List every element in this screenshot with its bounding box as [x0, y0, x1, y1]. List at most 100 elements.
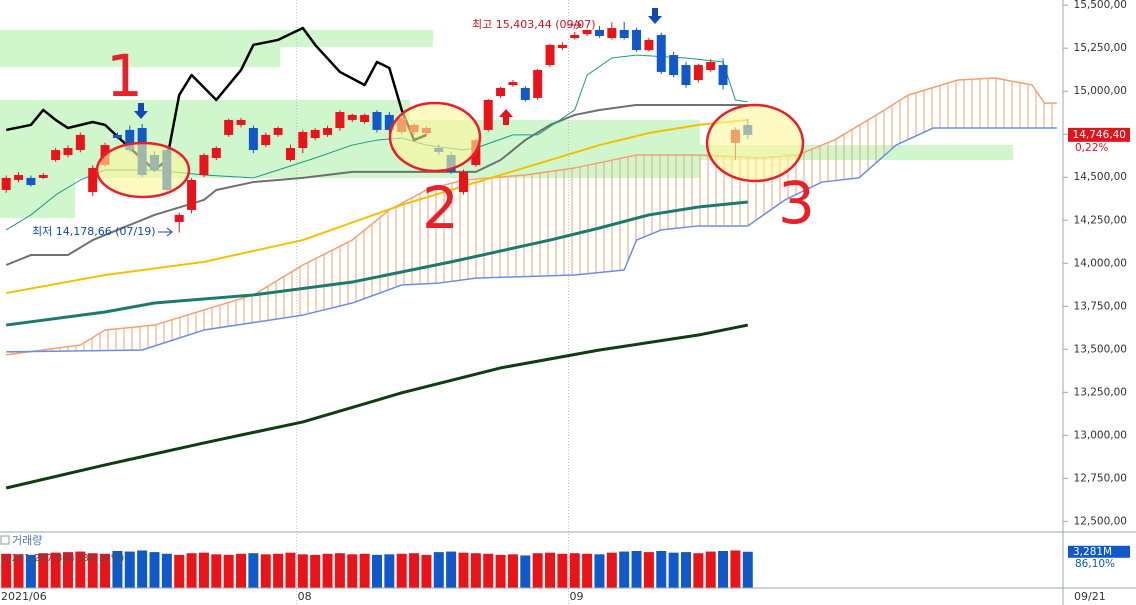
volume-bar	[483, 553, 494, 588]
candle-body	[372, 112, 382, 130]
high-annotation: 최고 15,403,44 (09/07)	[472, 18, 596, 31]
candle-body	[38, 175, 48, 178]
line	[6, 118, 748, 295]
y-tick-label: 15,500,00	[1074, 0, 1127, 11]
volume-bar	[359, 553, 370, 588]
candle-body	[496, 87, 506, 97]
line	[5, 200, 748, 327]
candle-body	[508, 82, 518, 86]
candle-body	[187, 179, 197, 210]
candle-body	[570, 34, 580, 39]
high-arrow	[567, 20, 582, 30]
volume-bar	[186, 553, 197, 588]
marker-number: 3	[778, 169, 815, 237]
volume-bar	[606, 552, 617, 588]
candle-body	[483, 99, 493, 130]
volume-legend: 3,281,287,834 (86,10%)	[2, 553, 124, 564]
candle-body	[298, 131, 308, 148]
candle-body	[607, 28, 617, 39]
volume-title: 거래량	[12, 534, 42, 547]
volume-bar	[742, 551, 753, 588]
volume-bar	[643, 552, 654, 588]
volume-bar	[260, 554, 271, 588]
volume-bar	[631, 551, 642, 588]
candle-body	[125, 129, 135, 151]
volume-bar	[582, 553, 593, 588]
y-tick-label: 14,250,00	[1074, 214, 1127, 226]
candle-body	[619, 29, 629, 39]
volume-bar	[100, 553, 111, 588]
candle-body	[706, 61, 716, 71]
last-date: 09/21	[1074, 590, 1106, 603]
y-tick-label: 13,000,00	[1074, 429, 1127, 441]
candle-body	[693, 65, 703, 81]
volume-bar	[38, 553, 49, 588]
candle-body	[236, 119, 246, 125]
down-arrow	[648, 8, 662, 24]
volume-bar	[656, 551, 667, 588]
highlight-ellipse	[95, 141, 191, 199]
volume-bar	[705, 551, 716, 588]
volume-bar	[619, 551, 630, 588]
candle-body	[681, 65, 691, 86]
volume-last-box	[1068, 545, 1130, 558]
volume-bar	[433, 552, 444, 588]
volume-bar	[532, 553, 543, 588]
zone	[0, 30, 433, 47]
volume-bar	[297, 554, 308, 588]
candle-body	[459, 171, 468, 193]
volume-bar	[594, 554, 605, 588]
y-tick-label: 13,250,00	[1074, 386, 1127, 398]
volume-bar	[384, 554, 395, 588]
candle-body	[199, 155, 209, 176]
y-tick-label: 13,500,00	[1074, 343, 1127, 355]
marker-number: 2	[422, 174, 459, 242]
volume-bar	[248, 553, 259, 588]
up-arrow	[499, 109, 513, 125]
volume-bar	[322, 553, 333, 588]
candle-body	[211, 147, 221, 158]
x-tick-label: 09	[570, 590, 584, 603]
candle-body	[26, 177, 36, 185]
volume-bar	[273, 553, 284, 588]
last-price-label: 14,746,40	[1073, 129, 1126, 141]
candle-body	[174, 214, 184, 222]
volume-bar	[730, 550, 741, 588]
volume-bar	[223, 554, 234, 588]
y-tick-label: 15,250,00	[1074, 42, 1127, 54]
volume-bar	[13, 554, 24, 588]
low-annotation: 최저 14,178,66 (07/19)	[32, 225, 156, 238]
volume-bar	[124, 551, 135, 588]
marker-number: 1	[106, 42, 143, 110]
volume-bar	[371, 554, 382, 588]
down-arrow	[134, 103, 148, 119]
last-price-box	[1068, 127, 1130, 142]
y-tick-label: 13,750,00	[1074, 300, 1127, 312]
volume-bar	[545, 552, 556, 588]
volume-bar	[458, 552, 469, 588]
volume-bar	[211, 554, 222, 588]
volume-last-label: 3,281M	[1073, 546, 1112, 558]
candle-body	[273, 128, 283, 135]
volume-bar	[174, 554, 185, 588]
line	[5, 103, 748, 266]
y-tick-label: 12,750,00	[1074, 472, 1127, 484]
volume-last-change: 86,10%	[1075, 558, 1115, 570]
volume-bar	[75, 551, 86, 588]
candle-body	[594, 29, 604, 36]
candle-body	[310, 129, 320, 139]
axis-panel	[1063, 0, 1136, 605]
volume-bar	[198, 552, 209, 588]
candle-body	[285, 147, 295, 161]
volume-bar	[62, 552, 73, 588]
volume-bar	[347, 554, 358, 588]
candle-body	[323, 128, 333, 135]
volume-bar	[285, 552, 296, 588]
y-axis: 12,500,00 12,750,00 13,000,00 13,250,00 13,5…	[1063, 0, 1130, 570]
volume-bar	[310, 554, 321, 588]
candle-body	[261, 134, 271, 146]
zone	[0, 47, 280, 67]
candle-body	[14, 175, 24, 180]
highlight-ellipse	[705, 103, 805, 183]
